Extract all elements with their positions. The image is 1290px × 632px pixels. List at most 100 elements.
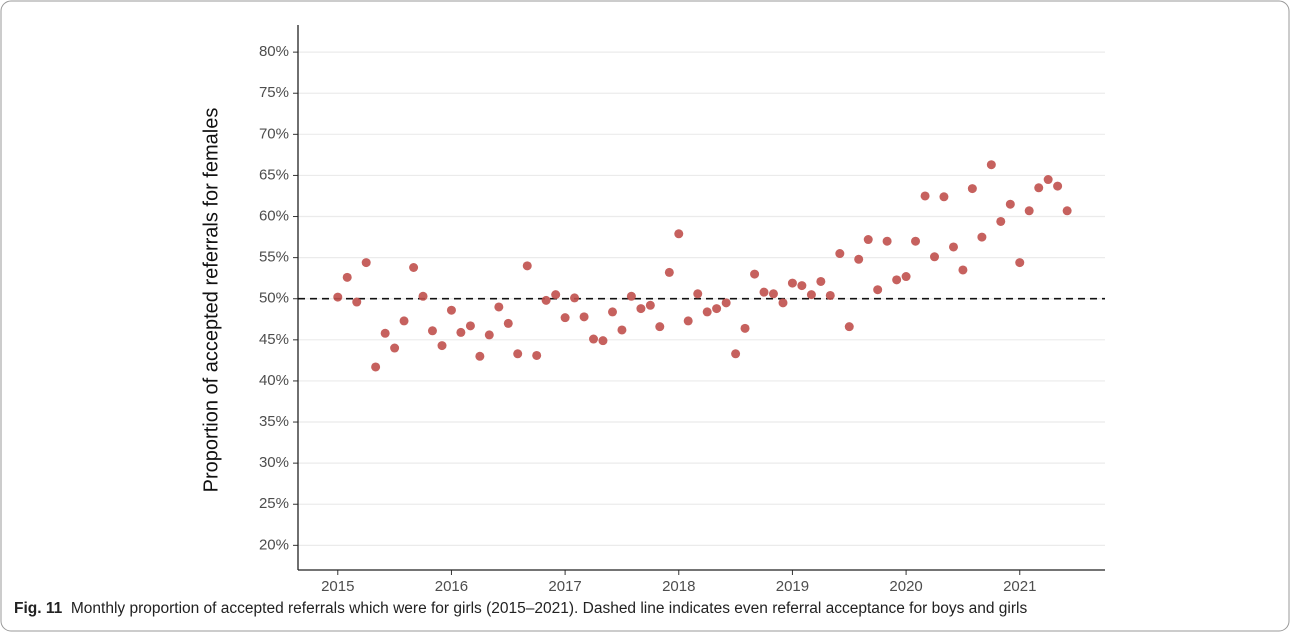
point [409, 262, 419, 272]
point [399, 316, 409, 326]
point [740, 323, 750, 333]
point [522, 261, 532, 271]
point [361, 258, 371, 268]
y-tick-label: 40% [259, 372, 289, 389]
x-tick-label: 2019 [776, 578, 809, 595]
point [636, 304, 646, 314]
point [513, 349, 523, 359]
y-tick-label: 80% [259, 43, 289, 60]
point [882, 236, 892, 246]
point [977, 232, 987, 242]
point [626, 291, 636, 301]
point [712, 304, 722, 314]
point [465, 321, 475, 331]
point [342, 272, 352, 282]
point [1043, 175, 1053, 185]
point [1024, 206, 1034, 216]
point [380, 328, 390, 338]
point [693, 289, 703, 299]
point [617, 325, 627, 335]
x-tick-label: 2021 [1003, 578, 1036, 595]
point [503, 318, 513, 328]
point [948, 242, 958, 252]
caption-label: Fig. 11 [14, 600, 63, 617]
point [1005, 199, 1015, 209]
point [371, 362, 381, 372]
point [664, 267, 674, 277]
y-tick-label: 55% [259, 249, 289, 266]
point [825, 290, 835, 300]
y-tick-label: 75% [259, 84, 289, 101]
point [901, 272, 911, 282]
point [655, 322, 665, 332]
point [551, 290, 561, 300]
y-tick-label: 50% [259, 290, 289, 307]
point [645, 300, 655, 310]
point [759, 287, 769, 297]
point [532, 350, 542, 360]
point [768, 289, 778, 299]
point [1053, 181, 1063, 191]
point [967, 184, 977, 194]
point [1015, 258, 1025, 268]
x-tick-label: 2017 [548, 578, 581, 595]
point [579, 312, 589, 322]
point [750, 269, 760, 279]
point [797, 281, 807, 291]
x-tick-label: 2018 [662, 578, 695, 595]
point [390, 343, 400, 353]
point [816, 276, 826, 286]
point [996, 216, 1006, 226]
point [683, 316, 693, 326]
y-tick-label: 25% [259, 495, 289, 512]
y-tick-label: 35% [259, 413, 289, 430]
point [835, 249, 845, 259]
point [911, 236, 921, 246]
point [560, 313, 570, 323]
y-axis-label: Proportion of accepted referrals for fem… [200, 108, 222, 493]
caption: Fig. 11 Monthly proportion of accepted r… [14, 600, 1027, 618]
point [484, 330, 494, 340]
y-tick-label: 70% [259, 125, 289, 142]
point [806, 290, 816, 300]
point [598, 336, 608, 346]
point [702, 307, 712, 317]
point [958, 265, 968, 275]
point [674, 229, 684, 239]
point [589, 334, 599, 344]
point [446, 305, 456, 315]
point [494, 302, 504, 312]
point [873, 285, 883, 295]
point [352, 297, 362, 307]
y-tick-label: 65% [259, 166, 289, 183]
point [939, 192, 949, 202]
point [854, 254, 864, 264]
point [892, 275, 902, 285]
point [778, 298, 788, 308]
point [920, 191, 930, 201]
x-tick-label: 2015 [321, 578, 354, 595]
point [456, 327, 466, 337]
point [418, 291, 428, 301]
x-tick-label: 2016 [435, 578, 468, 595]
caption-text: Monthly proportion of accepted referrals… [70, 600, 1028, 617]
point [570, 293, 580, 303]
y-tick-label: 45% [259, 331, 289, 348]
point [1034, 183, 1044, 193]
point [721, 298, 731, 308]
y-tick-label: 20% [259, 536, 289, 553]
point [863, 235, 873, 245]
y-tick-label: 60% [259, 207, 289, 224]
y-tick-label: 30% [259, 454, 289, 471]
point [541, 295, 551, 305]
x-tick-label: 2020 [889, 578, 922, 595]
point [731, 349, 741, 359]
point [787, 278, 797, 288]
point [1062, 206, 1072, 216]
point [427, 326, 437, 336]
point [437, 341, 447, 351]
point [930, 252, 940, 262]
point [844, 322, 854, 332]
